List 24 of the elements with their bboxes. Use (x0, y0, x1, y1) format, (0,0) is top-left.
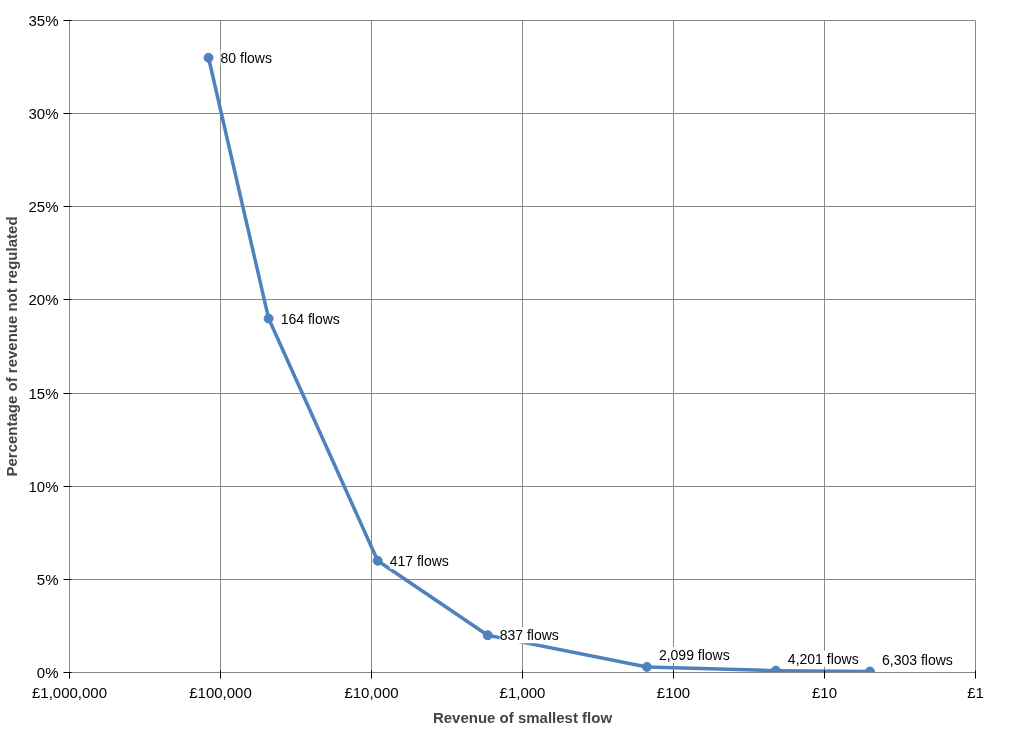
x-tick-label: £10,000 (344, 683, 399, 701)
y-tick-label: 0% (36, 664, 59, 681)
x-tick-label: £10 (811, 683, 838, 701)
x-tick-label: £100 (656, 683, 691, 701)
x-tick-label: £100,000 (189, 683, 252, 701)
y-tick-label: 10% (28, 477, 59, 495)
y-tick-label: 20% (28, 291, 59, 309)
y-axis-title: Percentage of revenue not regulated (3, 216, 21, 477)
annotation: 4,201 flows (787, 650, 859, 667)
y-tick-label: 35% (28, 12, 59, 29)
x-tick-label: £1 (967, 683, 984, 701)
y-tick-label: 15% (28, 384, 59, 402)
annotation: 80 flows (220, 49, 272, 66)
annotation: 2,099 flows (658, 646, 730, 663)
annotation: 6,303 flows (881, 651, 953, 668)
annotation: 837 flows (499, 627, 559, 644)
y-tick-label: 30% (28, 105, 59, 123)
annotation: 164 flows (280, 310, 340, 327)
annotation: 417 flows (389, 552, 449, 569)
y-tick-label: 25% (28, 198, 59, 216)
y-tick-label: 5% (36, 570, 59, 588)
x-axis-title: Revenue of smallest flow (432, 708, 613, 726)
x-tick-label: £1,000,000 (31, 683, 108, 701)
x-tick-label: £1,000 (499, 683, 546, 701)
